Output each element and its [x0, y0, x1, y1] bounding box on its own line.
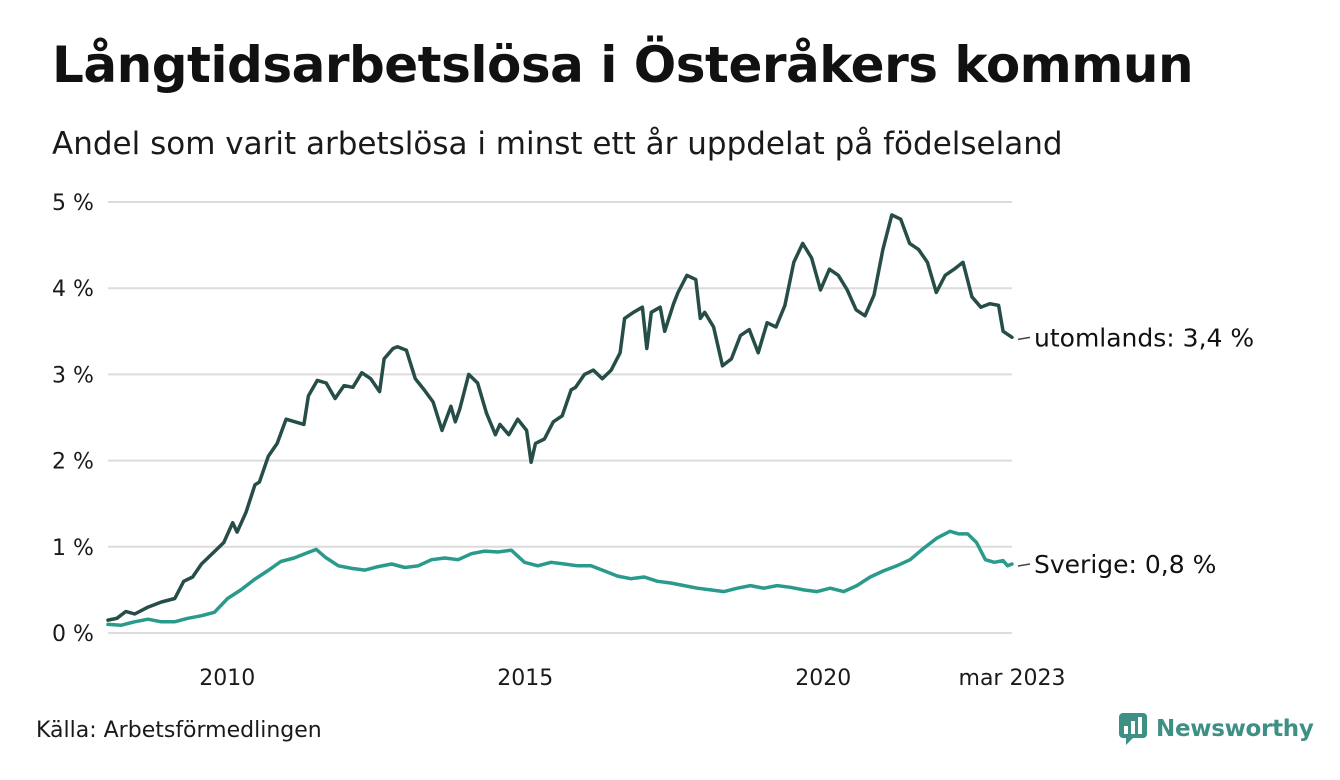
y-axis-ticks: 0 % 1 % 2 % 3 % 4 % 5 %: [52, 191, 94, 647]
series-line-sverige: [106, 529, 1014, 627]
series-line-utomlands: [106, 213, 1014, 622]
line-chart: 0 %1 %2 %3 %4 %5 % 2010 2015 2020 mar 2023 …: [52, 191, 1254, 691]
source-note: Källa: Arbetsförmedlingen: [36, 718, 322, 743]
brand-logo[interactable]: Newsworthy: [1118, 712, 1314, 746]
newsworthy-logo-icon: [1119, 713, 1147, 745]
end-label-sverige: Sverige: 0,8 %: [1034, 550, 1216, 579]
x-tick-label: 2020: [795, 666, 851, 691]
x-tick-label: 2010: [199, 666, 255, 691]
end-label-leader: [1017, 336, 1031, 341]
brand-name: Newsworthy: [1156, 716, 1314, 742]
x-tick-label: mar 2023: [959, 666, 1066, 691]
series-lines: [106, 213, 1014, 627]
end-labels: utomlands: 3,4 % Sverige: 0,8 %: [1017, 323, 1254, 579]
chart-title: Långtidsarbetslösa i Österåkers kommun: [52, 36, 1194, 94]
y-tick-label: 5 %: [52, 191, 94, 216]
y-tick-label: 2 %: [52, 450, 94, 475]
end-label-leader: [1017, 563, 1031, 567]
end-label-utomlands: utomlands: 3,4 %: [1034, 323, 1254, 352]
x-axis-ticks: 2010 2015 2020 mar 2023: [199, 666, 1065, 691]
x-tick-label: 2015: [497, 666, 553, 691]
grid-lines: [108, 201, 1012, 634]
y-tick-label: 0 %: [52, 622, 94, 647]
chart-subtitle: Andel som varit arbetslösa i minst ett å…: [52, 126, 1063, 162]
y-tick-label: 1 %: [52, 536, 94, 561]
y-tick-label: 4 %: [52, 277, 94, 302]
y-tick-label: 3 %: [52, 363, 94, 388]
